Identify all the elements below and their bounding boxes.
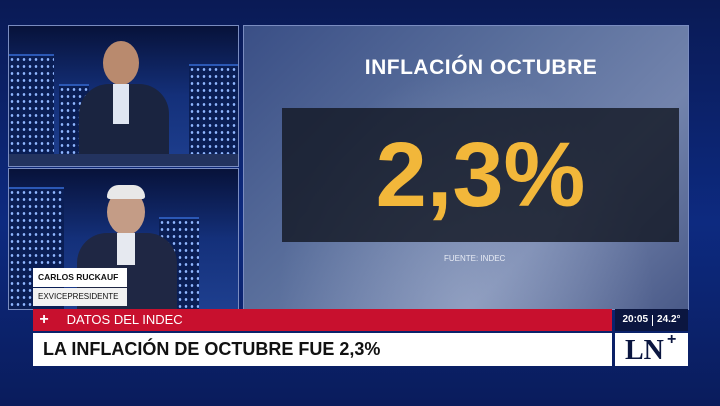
inflation-value: 2,3% xyxy=(375,124,586,226)
logo-text: LN xyxy=(625,335,664,366)
info-graphic: INFLACIÓN OCTUBRE 2,3% FUENTE: INDEC xyxy=(243,25,689,310)
guest-video xyxy=(8,168,239,310)
logo: LN + xyxy=(615,331,688,366)
graphic-source: FUENTE: INDEC xyxy=(444,254,506,263)
section-bar: + DATOS DEL INDEC xyxy=(33,309,612,331)
status-box: 20:05 24.2° xyxy=(615,309,688,331)
graphic-title: INFLACIÓN OCTUBRE xyxy=(364,56,598,79)
section-label: DATOS DEL INDEC xyxy=(66,312,183,327)
clock: 20:05 xyxy=(622,314,649,325)
headline: LA INFLACIÓN DE OCTUBRE FUE 2,3% xyxy=(33,333,612,366)
logo-plus: + xyxy=(667,331,677,348)
presenter-video xyxy=(8,25,239,167)
plus-icon: + xyxy=(39,311,49,328)
guest-name: CARLOS RUCKAUF xyxy=(33,268,127,287)
value-box xyxy=(282,108,679,242)
temperature: 24.2° xyxy=(657,314,681,325)
guest-role: EXVICEPRESIDENTE xyxy=(33,288,127,306)
